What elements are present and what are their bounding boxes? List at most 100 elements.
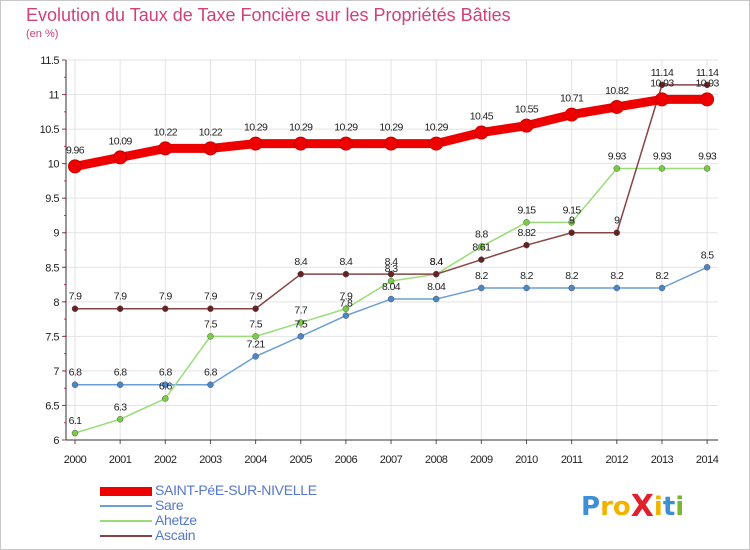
data-point [609,99,624,114]
data-point [523,241,530,249]
data-label: 7.9 [159,291,173,303]
brand-letter: r [600,492,613,522]
data-point [342,312,350,319]
data-label: 6.3 [114,401,128,413]
legend-label: Ahetze [155,512,197,528]
data-label: 11.14 [696,67,719,79]
data-point [158,141,173,156]
data-label: 8.2 [610,270,624,282]
y-tick-label: 6 [53,435,59,447]
data-point [703,81,711,89]
data-point [387,295,395,303]
y-tick-label: 10.5 [40,124,60,136]
data-point [654,92,669,107]
data-point [116,381,124,388]
data-point [71,381,79,388]
grid-lines [66,59,718,441]
y-tick-label: 8.5 [45,262,59,274]
data-point [568,229,575,236]
data-label: 8.4 [294,256,308,268]
data-label: 10.45 [470,111,494,123]
data-label: 8.8 [475,229,489,241]
x-tick-label: 2007 [380,454,403,466]
legend-item: Ahetze [100,512,400,528]
data-label: 7.5 [294,318,308,330]
data-label: 6.6 [159,381,173,393]
data-label: 6.8 [69,367,83,379]
data-label: 10.93 [695,77,719,89]
x-tick-label: 2008 [425,454,448,466]
data-label: 7.9 [114,291,128,303]
brand-letter: i [653,492,663,522]
brand-letter: i [675,492,685,522]
data-label: 7.9 [204,291,218,303]
x-tick-label: 2002 [154,454,177,466]
data-label: 9.93 [653,150,672,162]
data-point [252,353,259,360]
data-point [162,305,169,312]
data-point [429,136,444,151]
data-label: 9.93 [608,150,627,162]
legend-swatch [100,505,152,507]
data-label: 8.82 [517,227,536,239]
data-label: 10.22 [154,126,178,138]
data-label: 8.4 [430,256,444,268]
data-label: 10.29 [244,122,268,134]
data-label: 6.8 [204,367,218,379]
data-point [338,136,353,151]
data-point [252,333,259,340]
data-label: 10.29 [379,122,403,134]
data-label: 8.04 [382,281,401,293]
data-label: 8.2 [656,270,670,282]
data-label: 10.93 [650,77,674,89]
data-point [432,295,440,303]
x-tick-label: 2005 [290,454,313,466]
data-point [297,333,304,340]
data-label: 8.2 [475,270,489,282]
data-label: 10.29 [289,122,313,134]
data-point [207,381,214,388]
data-point [342,270,350,278]
y-tick-label: 9.5 [45,193,59,205]
data-point [297,270,304,278]
x-tick-label: 2011 [561,454,583,466]
data-point [519,118,534,133]
legend-item: Ascain [100,527,400,543]
data-label: 10.82 [605,85,629,97]
data-point [478,284,485,292]
x-tick-label: 2014 [696,454,719,466]
data-label: 10.22 [199,126,223,138]
data-label: 7.9 [340,291,354,303]
data-label: 8.61 [472,242,491,254]
data-label: 7.9 [249,291,263,303]
axes: 6 6.5 7 7.5 8 8.5 9 9.5 10 10.5 11 11.5 2000 2001 2002… [40,55,720,466]
data-point [387,277,395,285]
x-tick-label: 2003 [199,454,222,466]
x-tick-label: 2009 [470,454,493,466]
data-label: 8.4 [430,256,444,268]
line-chart: 6 6.5 7 7.5 8 8.5 9 9.5 10 10.5 11 11.5 2000 2001 2002… [40,55,721,466]
data-point [474,125,489,140]
data-label: 8.4 [385,256,399,268]
y-tick-label: 11 [49,90,60,102]
legend-label: Sare [155,497,184,513]
data-point [297,319,304,326]
y-tick-label: 6.5 [45,400,59,412]
data-point [203,141,218,156]
data-point [523,284,530,292]
data-point [613,165,621,172]
data-label: 9.93 [698,150,717,162]
data-point [71,305,79,312]
y-tick-label: 10 [48,159,60,171]
data-labels: 6.8 6.8 6.8 6.8 7.21 7.5 7.8 8.04 8.04 8.2 8.2 8.2 8… [66,67,720,427]
brand-letter: t [662,492,676,522]
legend-item: Sare [100,497,400,513]
data-point [387,270,395,278]
data-label: 7.7 [294,305,308,317]
data-label: 9 [569,215,575,227]
data-label: 11.14 [651,67,674,79]
x-tick-label: 2000 [64,454,87,466]
x-tick-label: 2001 [109,454,132,466]
data-label: 9.15 [563,204,582,216]
y-tick-label: 7.5 [45,331,59,343]
